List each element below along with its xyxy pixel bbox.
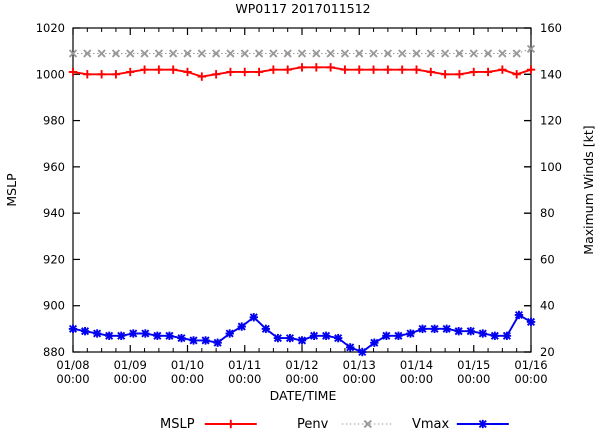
- x-axis-tick-label-date: 01/11: [228, 358, 261, 372]
- data-point-penv: [426, 49, 435, 58]
- series-mslp: [68, 63, 536, 81]
- plot-frame: [72, 27, 532, 353]
- data-point-penv: [83, 49, 92, 58]
- x-axis-tick-label-time: 00:00: [343, 372, 376, 386]
- data-point-penv: [254, 49, 264, 58]
- page-title: WP0117 2017011512: [235, 1, 370, 16]
- y-axis-left-label: MSLP: [4, 173, 19, 207]
- data-point-penv: [169, 49, 178, 58]
- data-point-penv: [383, 49, 392, 58]
- y-axis-left-tick-label: 1000: [36, 67, 65, 81]
- y-axis-left-tick-label: 880: [43, 345, 65, 359]
- x-axis-tick-label-date: 01/15: [457, 358, 490, 372]
- data-point-penv: [140, 49, 149, 58]
- x-axis-tick-label-date: 01/08: [56, 358, 89, 372]
- x-axis-tick-label-date: 01/09: [114, 358, 147, 372]
- x-axis-tick-label-time: 00:00: [400, 372, 433, 386]
- data-point-penv: [369, 49, 378, 58]
- x-axis-tick-label-time: 00:00: [514, 372, 547, 386]
- y-axis-right-tick-label: 80: [540, 206, 555, 220]
- legend-label-penv: Penv: [297, 417, 329, 432]
- data-point-penv: [111, 49, 121, 58]
- y-axis-right-tick-label: 40: [540, 299, 555, 313]
- y-axis-right-label: Maximum Winds [kt]: [581, 125, 596, 254]
- data-point-penv: [412, 49, 421, 58]
- x-axis-tick-label-time: 00:00: [285, 372, 318, 386]
- legend-label-mslp: MSLP: [160, 417, 195, 432]
- y-axis-right-tick-label: 120: [540, 114, 562, 128]
- data-point-penv: [183, 49, 192, 58]
- x-axis-tick-label-date: 01/16: [514, 358, 547, 372]
- data-point-penv: [526, 44, 536, 53]
- data-point-penv: [126, 49, 135, 58]
- data-point-penv: [154, 49, 163, 58]
- y-axis-left: 880 900 920 940 960 980 1000 1020: [36, 21, 531, 359]
- data-point-penv: [326, 49, 335, 58]
- y-axis-right: 20 40 60 80 100 120 140 160: [524, 21, 562, 359]
- data-point-penv: [269, 49, 278, 58]
- y-axis-left-tick-label: 1020: [36, 21, 65, 35]
- data-point-penv: [297, 49, 307, 58]
- data-point-penv: [469, 49, 478, 58]
- x-axis-tick-label-time: 00:00: [171, 372, 204, 386]
- y-axis-left-tick-label: 900: [43, 299, 65, 313]
- data-point-penv: [512, 49, 521, 58]
- x-axis-tick-label-time: 00:00: [114, 372, 147, 386]
- x-axis: 01/0800:0001/0900:0001/1000:0001/1100:00…: [56, 28, 548, 386]
- data-point-penv: [212, 49, 221, 58]
- x-axis-tick-label-date: 01/14: [400, 358, 433, 372]
- x-axis-tick-label-time: 00:00: [56, 372, 89, 386]
- legend-marker-penv: [363, 419, 372, 429]
- data-point-penv: [455, 49, 464, 58]
- y-axis-left-tick-label: 920: [43, 252, 65, 266]
- y-axis-left-tick-label: 940: [43, 206, 65, 220]
- series-layer: [68, 44, 536, 357]
- x-axis-tick-label-time: 00:00: [457, 372, 490, 386]
- data-point-penv: [312, 49, 321, 58]
- series-vmax: [68, 310, 536, 357]
- y-axis-right-tick-label: 20: [540, 345, 555, 359]
- x-axis-tick-label-date: 01/13: [343, 358, 376, 372]
- y-axis-right-tick-label: 140: [540, 67, 562, 81]
- series-penv: [68, 44, 536, 58]
- x-axis-tick-label-time: 00:00: [228, 372, 261, 386]
- data-point-penv: [340, 49, 350, 58]
- x-axis-tick-label-date: 01/12: [285, 358, 318, 372]
- legend: MSLP Penv Vmax: [160, 417, 509, 432]
- legend-label-vmax: Vmax: [412, 417, 450, 432]
- y-axis-right-tick-label: 160: [540, 21, 562, 35]
- data-point-penv: [498, 49, 507, 58]
- data-point-penv: [197, 49, 206, 58]
- x-axis-label: DATE/TIME: [270, 388, 337, 403]
- chart-title-group: WP0117 2017011512: [235, 1, 370, 16]
- y-axis-left-tick-label: 960: [43, 160, 65, 174]
- data-point-penv: [398, 49, 407, 58]
- y-axis-right-tick-label: 100: [540, 160, 562, 174]
- data-point-penv: [355, 49, 364, 58]
- data-point-penv: [240, 49, 249, 58]
- data-point-penv: [483, 49, 493, 58]
- x-axis-tick-label-date: 01/10: [171, 358, 204, 372]
- y-axis-left-tick-label: 980: [43, 114, 65, 128]
- data-point-penv: [441, 49, 450, 58]
- y-axis-right-tick-label: 60: [540, 252, 555, 266]
- data-point-penv: [283, 49, 292, 58]
- data-point-penv: [68, 49, 78, 58]
- data-point-penv: [97, 49, 106, 58]
- data-point-penv: [226, 49, 235, 58]
